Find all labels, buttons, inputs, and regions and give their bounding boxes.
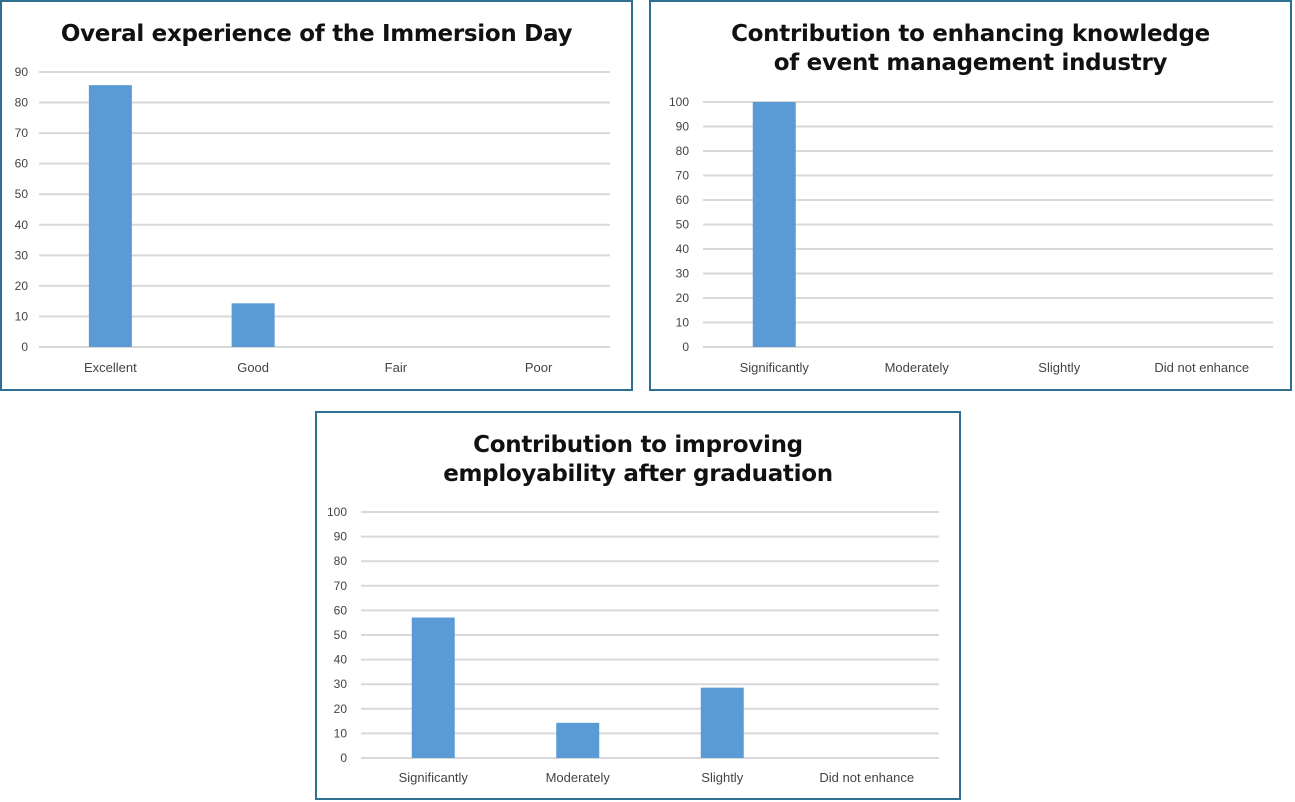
- y-tick-label: 70: [676, 169, 690, 183]
- bar-excellent: [88, 85, 132, 347]
- y-tick-label: 80: [15, 96, 29, 110]
- x-category-label: Slightly: [1038, 360, 1080, 375]
- x-category-label: Slightly: [701, 770, 743, 785]
- chart-panel-knowledge: Contribution to enhancing knowledge of e…: [649, 0, 1292, 391]
- bar-good: [231, 303, 275, 347]
- y-tick-label: 60: [676, 193, 690, 207]
- y-tick-label: 50: [334, 628, 348, 642]
- y-tick-label: 20: [676, 291, 690, 305]
- y-tick-label: 40: [676, 242, 690, 256]
- chart-panel-employability: Contribution to improving employability …: [315, 411, 961, 800]
- chart-panel-overall-experience: Overal experience of the Immersion Day 0…: [0, 0, 633, 391]
- y-tick-label: 90: [334, 530, 348, 544]
- y-tick-label: 30: [15, 248, 29, 262]
- y-tick-label: 60: [15, 157, 29, 171]
- y-tick-label: 60: [334, 603, 348, 617]
- y-tick-label: 50: [676, 218, 690, 232]
- bar-chart: 0 10 20 30 40 50 60 70 80 90 Excellent Good Fair Poor: [15, 65, 610, 375]
- y-tick-label: 30: [334, 677, 348, 691]
- y-tick-label: 20: [334, 702, 348, 716]
- y-tick-label: 80: [676, 144, 690, 158]
- y-tick-label: 10: [334, 726, 348, 740]
- bar-slightly: [700, 687, 744, 758]
- y-tick-label: 10: [676, 316, 690, 330]
- bar-significantly: [411, 617, 455, 758]
- y-tick-label: 0: [21, 340, 28, 354]
- x-category-label: Did not enhance: [819, 770, 914, 785]
- x-category-label: Good: [237, 360, 269, 375]
- y-tick-label: 70: [334, 579, 348, 593]
- y-tick-label: 80: [334, 554, 348, 568]
- chart-title: Contribution to enhancing knowledge of e…: [731, 21, 1210, 76]
- x-category-label: Moderately: [885, 360, 950, 375]
- x-category-label: Did not enhance: [1154, 360, 1249, 375]
- chart-title: Contribution to improving employability …: [443, 432, 833, 487]
- x-category-label: Poor: [525, 360, 553, 375]
- chart-title: Overal experience of the Immersion Day: [60, 21, 573, 47]
- x-category-label: Significantly: [740, 360, 810, 375]
- y-tick-label: 30: [676, 267, 690, 281]
- y-tick-label: 100: [327, 505, 347, 519]
- x-category-label: Moderately: [546, 770, 611, 785]
- x-category-label: Fair: [385, 360, 408, 375]
- bar-chart: 0 10 20 30 40 50 60 70 80 90 100 Significantly Moder…: [327, 505, 939, 785]
- y-tick-label: 50: [15, 187, 29, 201]
- bar-significantly: [752, 102, 796, 347]
- y-tick-label: 40: [334, 653, 348, 667]
- y-tick-label: 0: [340, 751, 347, 765]
- y-tick-label: 70: [15, 126, 29, 140]
- y-tick-label: 0: [682, 340, 689, 354]
- x-category-label: Excellent: [84, 360, 137, 375]
- y-tick-label: 20: [15, 279, 29, 293]
- y-tick-label: 90: [15, 65, 29, 79]
- y-tick-label: 10: [15, 309, 29, 323]
- y-tick-label: 100: [669, 95, 689, 109]
- bar-moderately: [556, 722, 600, 758]
- bar-chart: 0 10 20 30 40 50 60 70 80 90 100 Significantly Moder…: [669, 95, 1273, 375]
- y-tick-label: 40: [15, 218, 29, 232]
- x-category-label: Significantly: [399, 770, 469, 785]
- y-tick-label: 90: [676, 120, 690, 134]
